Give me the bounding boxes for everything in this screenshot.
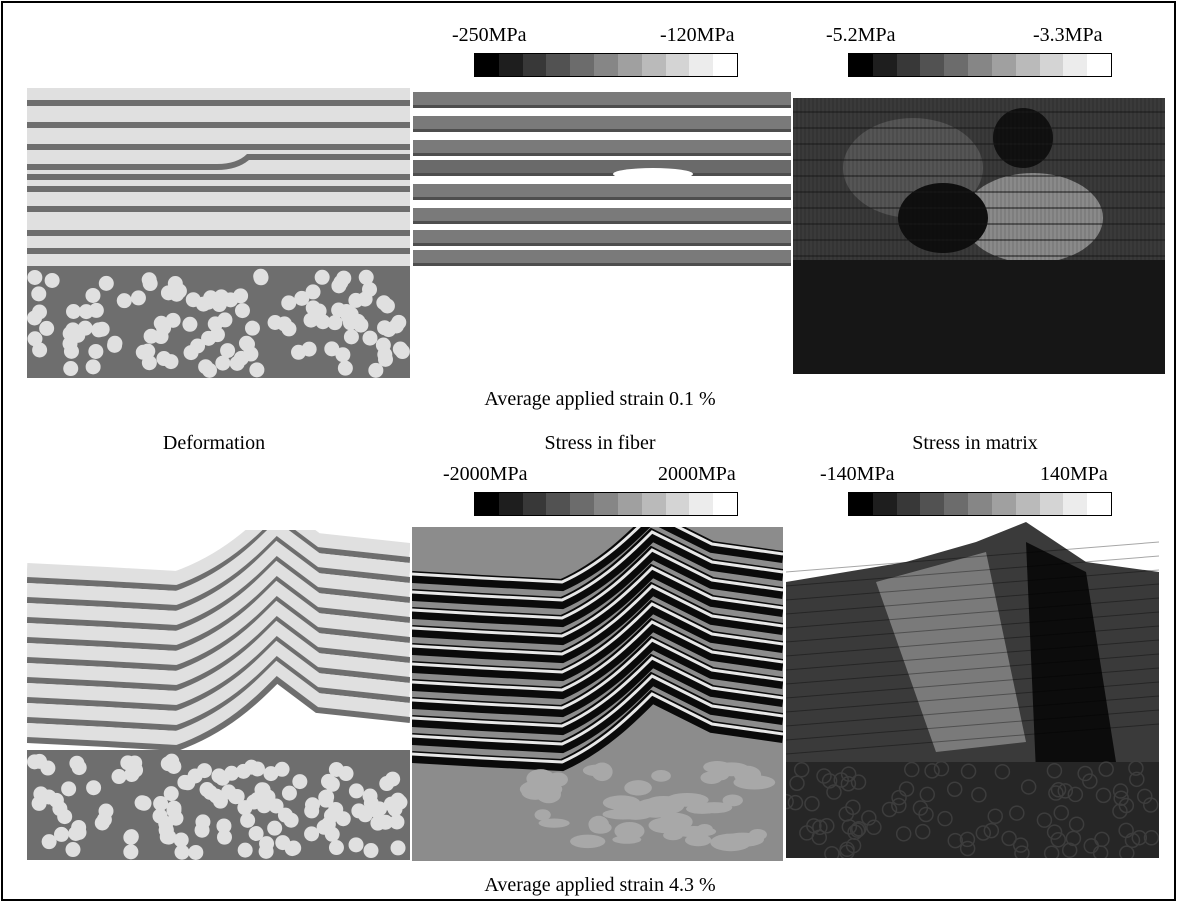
top-matrix-colorbar — [848, 53, 1112, 77]
title-deformation: Deformation — [162, 432, 266, 454]
bottom-matrix-colorbar — [848, 492, 1112, 516]
top-fiber-max-label: -120MPa — [660, 24, 735, 46]
top-fiber-min-label: -250MPa — [452, 24, 527, 46]
strain-caption-high: Average applied strain 4.3 % — [484, 874, 716, 896]
bottom-fiber-min-label: -2000MPa — [443, 463, 528, 485]
top-matrix-max-label: -3.3MPa — [1033, 24, 1103, 46]
matrix-stress-panel-low-strain — [793, 98, 1165, 374]
top-matrix-min-label: -5.2MPa — [826, 24, 896, 46]
matrix-stress-panel-high-strain — [786, 522, 1159, 858]
title-stress-in-matrix: Stress in matrix — [912, 432, 1038, 454]
deformation-panel-high-strain — [27, 530, 410, 860]
fiber-stress-panel-high-strain — [412, 527, 783, 861]
deformation-panel-low-strain — [27, 88, 410, 378]
bottom-fiber-colorbar — [474, 492, 738, 516]
fiber-stress-panel-low-strain — [413, 88, 791, 270]
bottom-matrix-min-label: -140MPa — [820, 463, 895, 485]
bottom-matrix-max-label: 140MPa — [1040, 463, 1108, 485]
title-stress-in-fiber: Stress in fiber — [544, 432, 656, 454]
bottom-fiber-max-label: 2000MPa — [658, 463, 736, 485]
top-fiber-colorbar — [474, 53, 738, 77]
strain-caption-low: Average applied strain 0.1 % — [484, 388, 716, 410]
